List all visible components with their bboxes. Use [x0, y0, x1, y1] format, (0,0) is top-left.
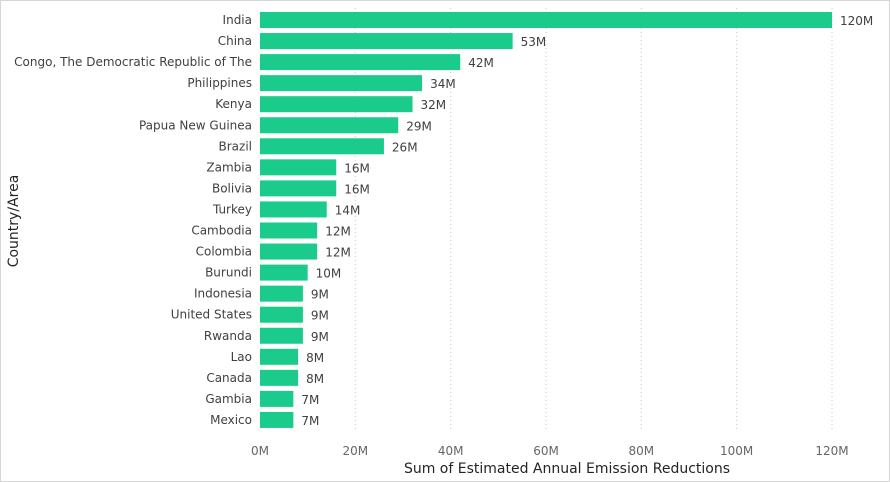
category-label: Bolivia: [212, 181, 252, 195]
y-axis-title: Country/Area: [6, 175, 22, 268]
x-tick-label: 120M: [815, 444, 848, 458]
data-label: 14M: [335, 203, 361, 217]
bar[interactable]: [260, 117, 399, 134]
category-label: Rwanda: [204, 329, 252, 343]
data-label: 53M: [521, 35, 547, 49]
category-label: Papua New Guinea: [139, 118, 252, 132]
bar[interactable]: [260, 306, 303, 323]
data-label: 16M: [344, 182, 370, 196]
x-tick-label: 20M: [343, 444, 369, 458]
category-label: United States: [171, 308, 252, 322]
category-label: Brazil: [219, 139, 253, 153]
bar[interactable]: [260, 54, 461, 71]
data-label: 32M: [421, 98, 447, 112]
category-label: Cambodia: [191, 224, 252, 238]
data-label: 9M: [311, 288, 329, 302]
data-label: 12M: [325, 246, 351, 260]
x-axis-title: Sum of Estimated Annual Emission Reducti…: [404, 461, 730, 477]
data-label: 26M: [392, 140, 418, 154]
x-tick-label: 80M: [629, 444, 655, 458]
category-label: Gambia: [205, 392, 252, 406]
category-label: Zambia: [206, 160, 252, 174]
bars-group: [260, 12, 832, 428]
category-labels: India China Congo, The Democratic Republic…: [14, 13, 252, 427]
category-label: Congo, The Democratic Republic of The: [14, 55, 252, 69]
category-label: Colombia: [196, 245, 252, 259]
bar[interactable]: [260, 12, 832, 28]
bar[interactable]: [260, 180, 337, 197]
x-axis-ticks: 0M 20M 40M 60M 80M 100M 120M: [251, 444, 849, 458]
data-label: 9M: [311, 309, 329, 323]
x-tick-label: 100M: [720, 444, 753, 458]
data-label: 7M: [301, 393, 319, 407]
bar[interactable]: [260, 264, 308, 281]
category-label: Indonesia: [194, 287, 252, 301]
category-label: Philippines: [187, 76, 252, 90]
bar[interactable]: [260, 243, 318, 260]
data-label: 16M: [344, 161, 370, 175]
data-label: 42M: [468, 56, 494, 70]
category-label: Mexico: [210, 413, 252, 427]
bar[interactable]: [260, 33, 513, 50]
bar[interactable]: [260, 96, 413, 113]
bar[interactable]: [260, 390, 294, 407]
bar[interactable]: [260, 411, 294, 428]
bar[interactable]: [260, 138, 384, 155]
gridlines: [354, 8, 833, 432]
bar[interactable]: [260, 369, 299, 386]
category-label: Canada: [206, 371, 252, 385]
category-label: Lao: [231, 350, 252, 364]
bar[interactable]: [260, 327, 303, 344]
bar[interactable]: [260, 159, 337, 176]
x-tick-label: 40M: [438, 444, 464, 458]
data-label: 12M: [325, 225, 351, 239]
data-label: 9M: [311, 330, 329, 344]
bar[interactable]: [260, 75, 423, 92]
data-label: 8M: [306, 372, 324, 386]
bar[interactable]: [260, 222, 318, 239]
data-labels: 120M 53M 42M 34M 32M 29M 26M 16M 16M 14M 12M 12M 10M…: [301, 14, 873, 428]
bar[interactable]: [260, 348, 299, 365]
category-label: Turkey: [212, 202, 252, 216]
category-label: China: [218, 34, 252, 48]
bar[interactable]: [260, 285, 303, 302]
data-label: 10M: [316, 267, 342, 281]
data-label: 7M: [301, 414, 319, 428]
category-label: Burundi: [205, 266, 252, 280]
category-label: India: [223, 13, 252, 27]
data-label: 29M: [406, 119, 432, 133]
data-label: 120M: [840, 14, 873, 28]
data-label: 34M: [430, 77, 456, 91]
category-label: Kenya: [215, 97, 252, 111]
x-tick-label: 60M: [533, 444, 559, 458]
x-tick-label: 0M: [251, 444, 269, 458]
data-label: 8M: [306, 351, 324, 365]
bar[interactable]: [260, 201, 327, 218]
